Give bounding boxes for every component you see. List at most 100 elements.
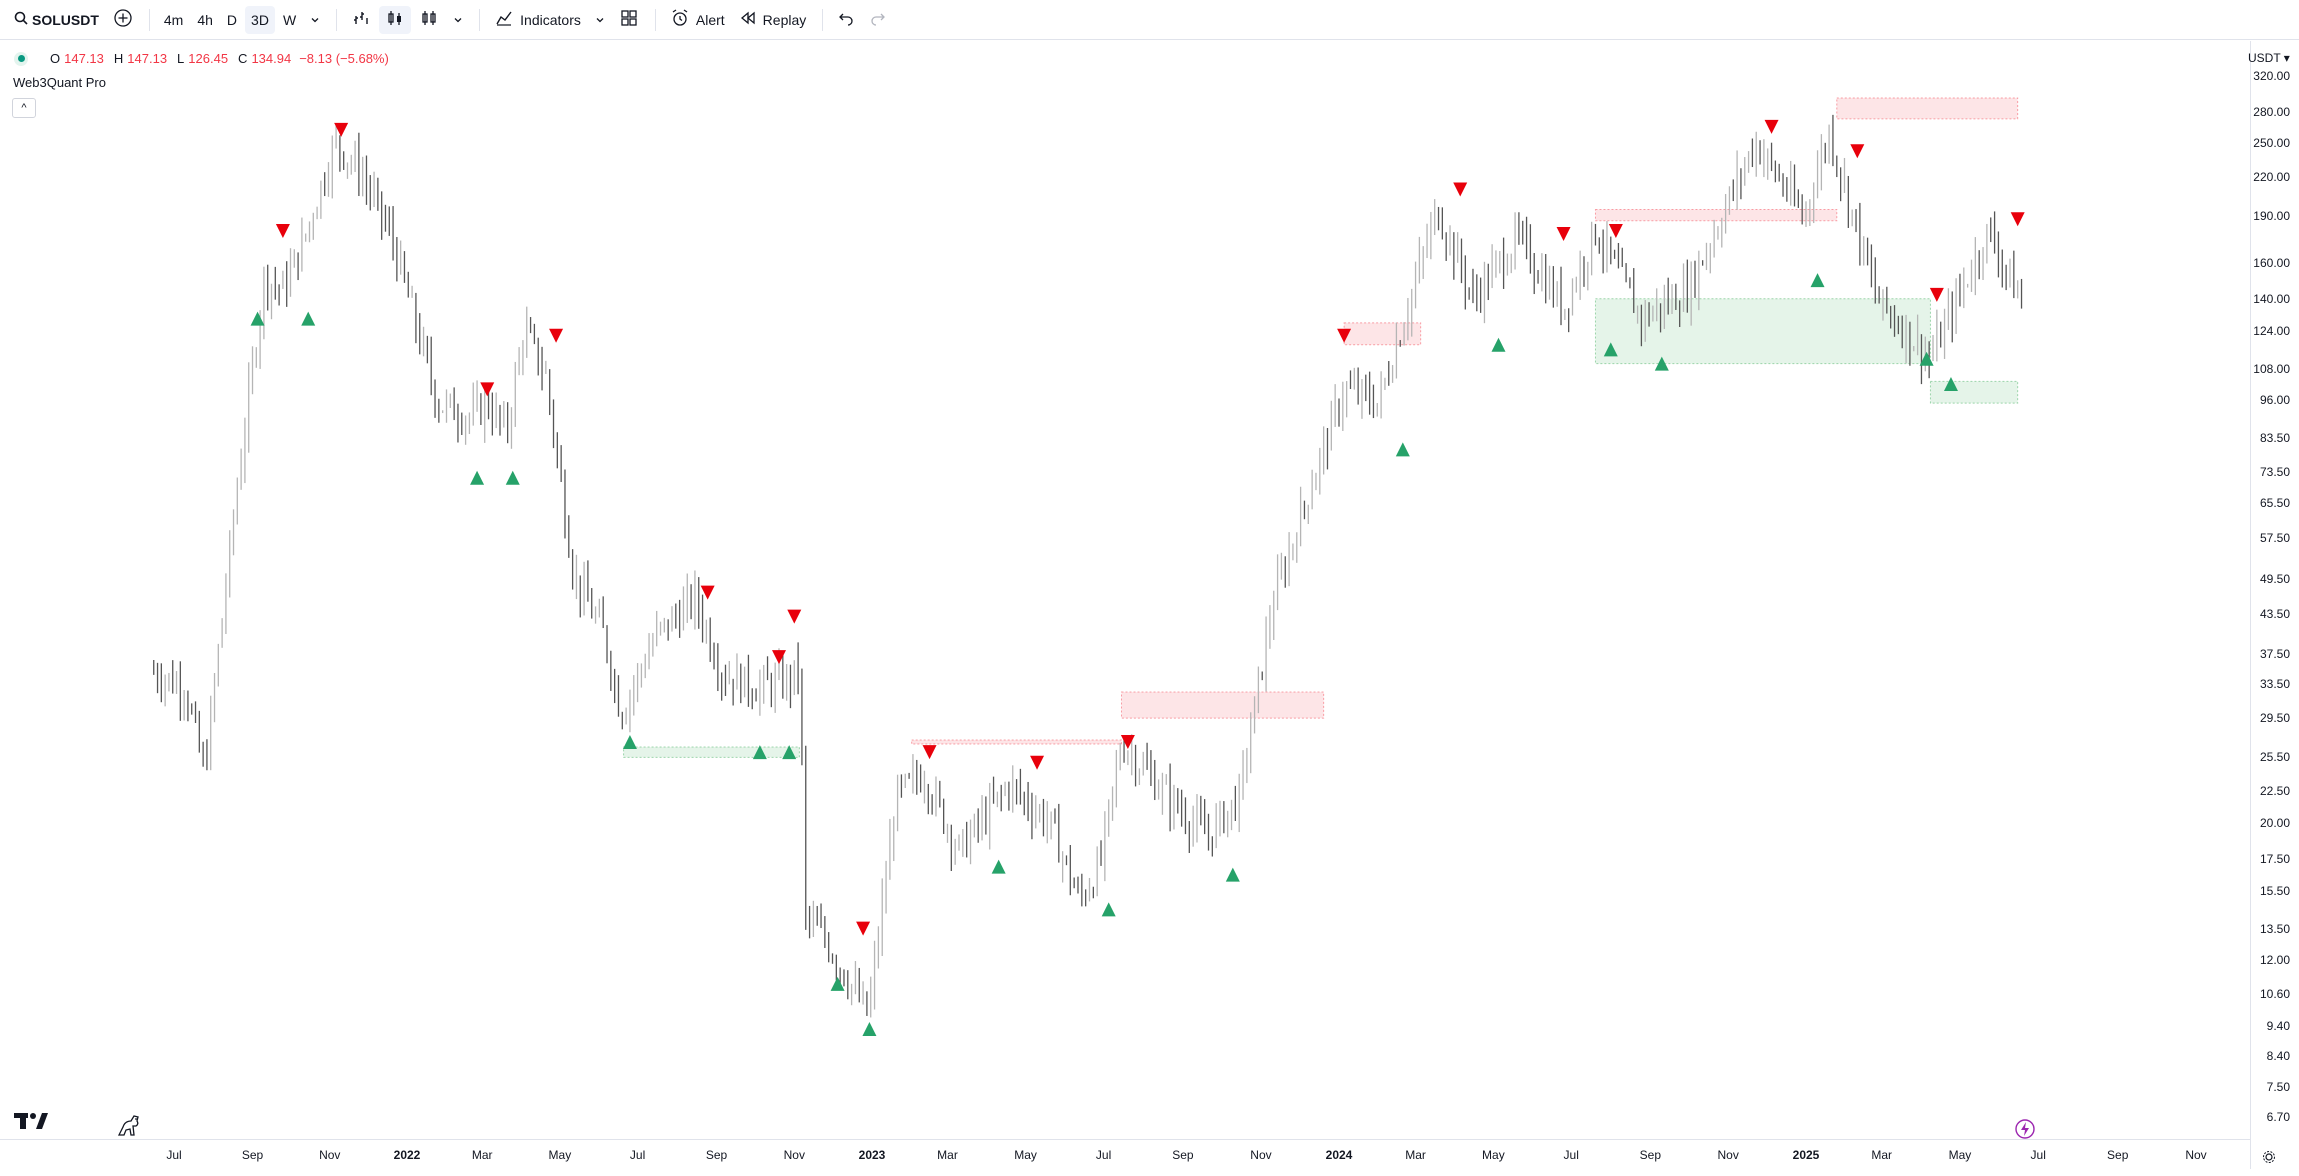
chevron-down-icon [595, 12, 605, 28]
price-tick-label: 124.00 [2253, 324, 2290, 339]
interval-w[interactable]: W [282, 11, 297, 28]
chevron-down-icon [310, 12, 320, 28]
top-toolbar: SOLUSDT 4m 4h D 3D W Indicators Alert [0, 0, 2299, 40]
time-tick-label: 2022 [393, 1148, 421, 1162]
symbol-search[interactable]: SOLUSDT [8, 6, 105, 34]
time-tick-label: 2023 [858, 1148, 886, 1162]
redo-button[interactable] [863, 6, 893, 34]
replay-button[interactable]: Replay [733, 6, 813, 34]
buy-signal-marker [991, 859, 1006, 874]
time-tick-label: Nov [2185, 1148, 2207, 1162]
sell-signal-marker [787, 609, 802, 624]
compare-button[interactable] [107, 6, 139, 34]
undo-button[interactable] [831, 6, 861, 34]
supply-zone [1594, 208, 1838, 222]
add-circle-icon [113, 8, 133, 31]
time-tick-label: Jul [1095, 1148, 1112, 1162]
buy-signal-marker [1603, 342, 1618, 357]
price-tick-label: 25.50 [2259, 750, 2290, 765]
price-tick-label: 57.50 [2259, 531, 2290, 546]
open-label: O [50, 51, 61, 66]
tradingview-logo-icon[interactable] [14, 1110, 48, 1134]
time-tick-label: Nov [783, 1148, 805, 1162]
interval-dropdown[interactable] [304, 6, 326, 34]
chart-pane[interactable] [0, 41, 2299, 1176]
separator [822, 8, 824, 31]
ohlc-legend: O 147.13 H 147.13 L 126.45 C 134.94 −8.1… [14, 51, 389, 66]
chart-type-dropdown[interactable] [447, 6, 469, 34]
buy-signal-marker [1395, 442, 1410, 457]
ohlc-bars [153, 114, 2023, 1018]
sell-signal-marker [856, 921, 871, 936]
price-tick-label: 65.50 [2259, 496, 2290, 511]
alarm-clock-icon [670, 8, 690, 31]
indicators-dropdown[interactable] [589, 6, 611, 34]
gear-icon[interactable] [2262, 1150, 2276, 1169]
buy-signal-marker [1491, 337, 1506, 352]
candles-button[interactable] [379, 5, 412, 34]
buy-signal-marker [1654, 356, 1669, 371]
time-tick-label: Sep [2107, 1148, 2129, 1162]
time-tick-label: Sep [1639, 1148, 1662, 1162]
time-tick-label: Jul [2030, 1148, 2046, 1162]
buy-signal-marker [1943, 376, 1958, 391]
buy-signal-marker [622, 734, 637, 749]
price-tick-label: 13.50 [2259, 921, 2290, 936]
buy-signal-marker [1810, 273, 1825, 288]
rewind-icon [739, 9, 757, 30]
buy-signal-marker [1919, 351, 1934, 366]
time-tick-label: Nov [1717, 1148, 1739, 1162]
sell-signal-marker [1120, 734, 1135, 749]
price-tick-label: 140.00 [2253, 291, 2290, 306]
interval-3d[interactable]: 3D [245, 5, 275, 34]
alert-button[interactable]: Alert [664, 6, 731, 34]
interval-4h[interactable]: 4h [197, 11, 213, 28]
lightning-icon[interactable] [2014, 1118, 2036, 1145]
price-chart[interactable] [0, 41, 2250, 1139]
supply-zone [1343, 322, 1422, 346]
sell-signal-marker [1453, 182, 1468, 197]
price-axis[interactable]: 320.00 280.00 250.00 220.00 190.00 160.00 140.… [2250, 41, 2299, 1169]
interval-4m[interactable]: 4m [163, 11, 184, 28]
currency-selector[interactable]: USDT ▾ [2248, 51, 2290, 65]
time-tick-label: May [548, 1148, 572, 1162]
bar-style-button[interactable] [345, 6, 377, 34]
chart-type-button[interactable] [413, 6, 445, 34]
sell-signal-marker [480, 382, 495, 397]
price-tick-label: 37.50 [2259, 646, 2290, 661]
buy-signal-marker [862, 1022, 877, 1037]
low-value: 126.45 [188, 51, 229, 66]
separator [479, 8, 481, 31]
buy-signal-marker [830, 976, 845, 991]
close-label: C [238, 51, 248, 66]
bars-icon [351, 8, 371, 31]
sell-signal-marker [1030, 755, 1045, 770]
collapse-legend-button[interactable]: ^ [12, 98, 36, 118]
sell-signal-marker [922, 745, 937, 760]
price-tick-label: 160.00 [2253, 255, 2290, 270]
sell-signal-marker [1556, 227, 1571, 242]
supply-zone [911, 739, 1122, 745]
symbol-label: SOLUSDT [32, 11, 99, 28]
time-tick-label: Mar [1405, 1148, 1426, 1162]
indicators-label: Indicators [520, 11, 581, 28]
price-tick-label: 22.50 [2259, 784, 2290, 799]
buy-signal-marker [752, 745, 767, 760]
high-value: 147.13 [127, 51, 168, 66]
supply-zone [1836, 97, 2019, 120]
indicators-button[interactable]: Indicators [488, 6, 587, 34]
sell-signal-marker [1608, 224, 1623, 239]
price-tick-label: 96.00 [2259, 393, 2290, 408]
buy-signal-marker [301, 311, 316, 326]
time-tick-label: May [1014, 1148, 1037, 1162]
sell-signal-marker [772, 650, 786, 665]
price-tick-label: 8.40 [2266, 1049, 2290, 1064]
indicator-title[interactable]: Web3Quant Pro [13, 75, 106, 90]
dinosaur-icon[interactable] [116, 1113, 142, 1144]
layout-button[interactable] [613, 6, 645, 34]
interval-d[interactable]: D [226, 11, 238, 28]
time-tick-label: Sep [705, 1148, 728, 1162]
sell-signal-marker [700, 585, 715, 600]
sell-signal-marker [1764, 119, 1779, 134]
hollow-candles-icon [419, 8, 439, 31]
